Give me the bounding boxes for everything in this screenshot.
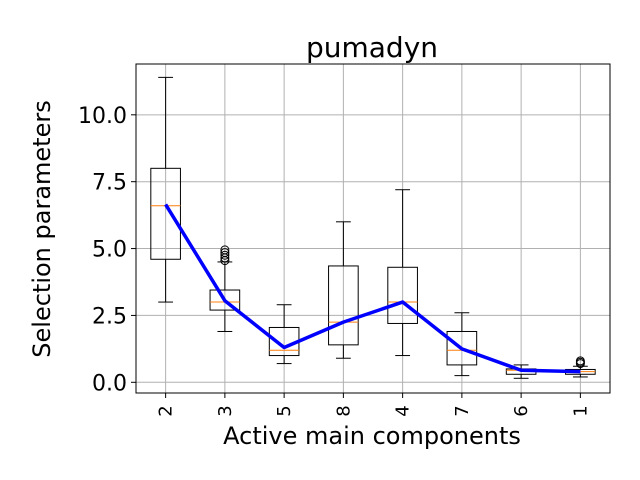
outlier-point <box>575 356 585 366</box>
box-plot-3 <box>209 245 241 332</box>
trend-line-layer <box>164 203 581 374</box>
box-plot-2 <box>150 76 181 303</box>
x-tick-label: 3 <box>215 405 236 416</box>
x-tick-label: 1 <box>570 405 591 416</box>
x-tick-label: 4 <box>393 405 414 416</box>
x-tick-label: 7 <box>452 405 473 416</box>
x-tick-label: 6 <box>511 405 532 416</box>
x-tick-label: 5 <box>274 405 295 416</box>
plot-area-frame <box>135 63 611 394</box>
box-iqr <box>209 289 241 311</box>
y-axis-label: Selection parameters <box>28 100 56 357</box>
y-tick-label: 5.0 <box>92 238 127 263</box>
y-tick-label: 7.5 <box>92 171 127 196</box>
box-iqr <box>150 167 181 260</box>
box-iqr <box>328 265 359 346</box>
box-iqr <box>446 330 478 366</box>
y-tick-label: 2.5 <box>92 304 127 329</box>
outlier-point <box>220 250 230 260</box>
x-tick-label: 8 <box>333 405 354 416</box>
trend-line <box>164 203 581 374</box>
chart-title: pumadyn <box>306 31 438 64</box>
box-iqr <box>387 266 418 324</box>
y-tick-label: 10.0 <box>78 104 127 129</box>
box-plot-1 <box>565 356 596 378</box>
box-plots <box>150 76 596 379</box>
grid <box>136 64 610 393</box>
box-plot-8 <box>328 221 359 359</box>
outlier-point <box>220 245 230 255</box>
box-plot-4 <box>387 189 418 357</box>
outlier-point <box>220 248 230 258</box>
y-axis-ticks: 0.0 2.5 5.0 7.5 10.0 <box>78 104 136 396</box>
x-axis-ticks: 2 3 5 8 4 7 6 1 <box>156 393 591 417</box>
x-tick-label: 2 <box>156 405 177 416</box>
x-axis-label: Active main components <box>223 422 521 450</box>
y-tick-label: 0.0 <box>92 371 127 396</box>
